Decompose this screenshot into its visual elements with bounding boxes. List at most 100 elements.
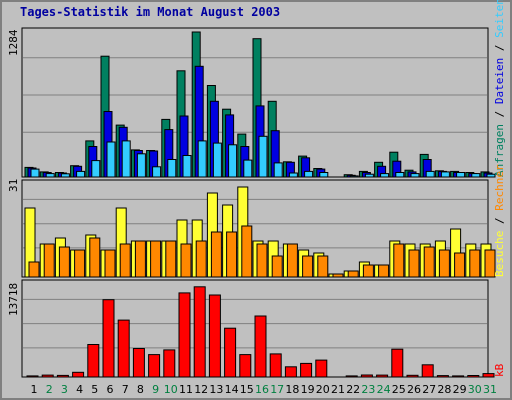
- bar-rechner-day-10: [165, 240, 177, 278]
- bar-seiten-day-23: [364, 173, 374, 178]
- x-tick-label-10: 10: [164, 383, 178, 396]
- x-tick-label-24: 24: [377, 383, 391, 396]
- bar-kb-day-26: [406, 374, 419, 378]
- x-tick-label-1: 1: [31, 383, 38, 396]
- bar-rechner-day-12: [195, 240, 207, 278]
- bar-kb-day-15: [239, 354, 252, 378]
- bar-seiten-day-14: [228, 144, 238, 178]
- x-tick-label-29: 29: [453, 383, 467, 396]
- bar-rechner-day-2: [43, 243, 55, 278]
- bar-rechner-day-19: [302, 255, 314, 278]
- x-tick-label-3: 3: [61, 383, 68, 396]
- bar-rechner-day-29: [454, 252, 466, 278]
- x-tick-label-20: 20: [316, 383, 330, 396]
- bar-kb-day-8: [132, 348, 145, 378]
- bar-kb-day-16: [254, 315, 267, 378]
- bar-kb-day-4: [72, 371, 85, 378]
- bar-seiten-day-30: [471, 173, 481, 178]
- bar-kb-day-23: [360, 374, 373, 378]
- bar-seiten-day-10: [167, 159, 177, 178]
- bar-seiten-day-3: [60, 173, 70, 178]
- bar-kb-day-22: [345, 375, 358, 378]
- bar-seiten-day-7: [121, 140, 131, 178]
- bar-seiten-day-28: [440, 171, 450, 178]
- x-tick-label-6: 6: [107, 383, 114, 396]
- bar-kb-day-9: [148, 354, 161, 378]
- bar-kb-day-5: [87, 344, 100, 378]
- bar-rechner-day-24: [378, 264, 390, 278]
- bar-rechner-day-25: [393, 243, 405, 278]
- x-tick-label-30: 30: [468, 383, 482, 396]
- bar-seiten-day-16: [258, 135, 268, 178]
- bar-rechner-day-15: [241, 225, 253, 278]
- legend-bottom: kB: [493, 363, 506, 377]
- bar-seiten-day-8: [136, 153, 146, 178]
- bar-kb-day-30: [467, 375, 480, 378]
- x-tick-label-31: 31: [483, 383, 497, 396]
- bar-seiten-day-31: [486, 173, 496, 178]
- bar-kb-day-1: [26, 375, 39, 378]
- bar-rechner-day-11: [180, 243, 192, 278]
- x-tick-label-11: 11: [179, 383, 193, 396]
- x-tick-label-17: 17: [270, 383, 284, 396]
- bar-seiten-day-12: [197, 140, 207, 178]
- bar-rechner-day-14: [226, 231, 238, 278]
- bar-rechner-day-1: [28, 261, 40, 278]
- bar-kb-day-2: [41, 374, 54, 378]
- bar-rechner-day-22: [347, 270, 359, 278]
- y-max-label-1: 1284: [7, 29, 20, 56]
- x-tick-label-13: 13: [209, 383, 223, 396]
- bar-kb-day-20: [315, 359, 328, 378]
- bar-rechner-day-30: [469, 249, 481, 278]
- bar-kb-day-24: [376, 374, 389, 378]
- legend-entry-besuche: Besuche: [493, 231, 506, 277]
- bar-rechner-day-16: [256, 243, 268, 278]
- bar-kb-day-11: [178, 292, 191, 378]
- bar-rechner-day-27: [423, 246, 435, 278]
- y-max-label-3: 13718: [7, 283, 20, 316]
- bar-seiten-day-9: [152, 166, 162, 178]
- x-tick-label-9: 9: [152, 383, 159, 396]
- bar-kb-day-10: [163, 349, 176, 378]
- legend-separator: /: [493, 104, 506, 124]
- bar-rechner-day-13: [210, 231, 222, 278]
- bar-rechner-day-4: [74, 249, 86, 278]
- bar-kb-day-12: [193, 286, 206, 378]
- bar-rechner-day-9: [150, 240, 162, 278]
- bar-rechner-day-17: [271, 255, 283, 278]
- bar-kb-day-29: [452, 375, 465, 378]
- x-tick-label-14: 14: [225, 383, 239, 396]
- bar-seiten-day-6: [106, 141, 116, 178]
- bar-seiten-day-4: [76, 170, 86, 178]
- legend-entry-anfragen: Anfragen: [493, 124, 506, 177]
- bar-kb-day-27: [421, 364, 434, 378]
- bar-kb-day-19: [300, 362, 313, 378]
- bar-seiten-day-5: [91, 160, 101, 178]
- x-tick-label-8: 8: [137, 383, 144, 396]
- x-tick-label-21: 21: [331, 383, 345, 396]
- bar-rechner-day-31: [484, 249, 496, 278]
- x-tick-label-2: 2: [46, 383, 53, 396]
- bar-rechner-day-6: [104, 249, 116, 278]
- bar-rechner-day-21: [332, 273, 344, 278]
- x-tick-label-19: 19: [301, 383, 315, 396]
- bar-seiten-day-25: [395, 172, 405, 178]
- bar-rechner-day-3: [58, 246, 70, 278]
- x-tick-label-27: 27: [422, 383, 436, 396]
- legend-middle: Besuche / Rechner: [493, 164, 506, 277]
- x-tick-label-23: 23: [361, 383, 375, 396]
- bar-seiten-day-20: [319, 172, 329, 178]
- legend-top: Anfragen / Dateien / Seiten: [493, 0, 506, 177]
- bar-rechner-day-7: [119, 243, 131, 278]
- x-tick-label-5: 5: [91, 383, 98, 396]
- bar-seiten-day-26: [410, 173, 420, 178]
- x-tick-label-22: 22: [346, 383, 360, 396]
- bar-kb-day-18: [284, 366, 297, 378]
- bar-seiten-day-22: [349, 175, 359, 178]
- bar-seiten-day-17: [273, 162, 283, 178]
- bar-kb-day-28: [436, 375, 449, 378]
- bar-kb-day-14: [224, 327, 237, 378]
- bar-rechner-day-18: [286, 243, 298, 278]
- bar-rechner-day-28: [438, 249, 450, 278]
